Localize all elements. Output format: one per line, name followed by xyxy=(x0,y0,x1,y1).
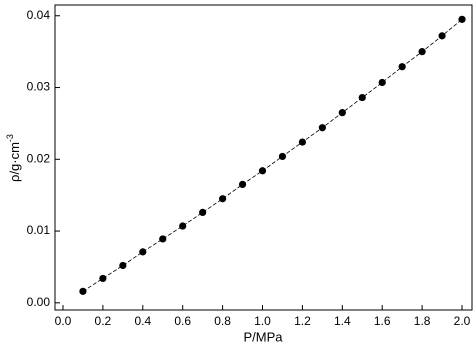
x-tick-label: 0.6 xyxy=(174,314,191,328)
fit-line xyxy=(82,19,463,292)
y-axis-title: ρ/g·cm-3 xyxy=(5,134,22,182)
y-tick-label: 0.04 xyxy=(27,8,51,22)
data-point xyxy=(358,93,366,102)
data-point xyxy=(199,208,207,216)
data-point xyxy=(278,152,287,161)
data-point xyxy=(318,124,326,132)
y-axis-title-main: ρ/g·cm xyxy=(7,142,22,182)
plot-frame xyxy=(54,4,473,311)
data-point xyxy=(338,109,346,117)
x-tick-label: 0.2 xyxy=(95,314,112,328)
data-point xyxy=(458,15,466,23)
data-point xyxy=(258,167,267,175)
data-point xyxy=(79,287,87,295)
y-tick-label: 0.02 xyxy=(27,151,51,165)
x-tick-label: 0.4 xyxy=(134,314,151,328)
data-point xyxy=(139,248,147,256)
x-axis-title: P/MPa xyxy=(243,329,283,344)
data-point xyxy=(179,222,187,230)
data-point xyxy=(119,261,127,270)
data-point xyxy=(159,235,167,243)
data-point xyxy=(298,138,307,146)
y-tick-label: 0.03 xyxy=(27,80,51,94)
y-axis-title-sup: -3 xyxy=(5,134,15,142)
data-point xyxy=(99,274,107,283)
x-tick-label: 1.0 xyxy=(254,314,271,328)
data-point xyxy=(438,32,446,40)
data-point xyxy=(378,78,386,87)
x-tick-label: 1.4 xyxy=(334,314,351,328)
data-point xyxy=(398,63,406,71)
x-tick-label: 1.6 xyxy=(374,314,391,328)
x-tick-label: 1.2 xyxy=(294,314,311,328)
data-point xyxy=(218,195,227,203)
x-tick-label: 2.0 xyxy=(454,314,471,328)
y-tick-label: 0.00 xyxy=(27,295,51,309)
data-point xyxy=(238,180,247,189)
x-tick-label: 0.0 xyxy=(55,314,72,328)
x-tick-label: 0.8 xyxy=(214,314,231,328)
x-tick-label: 1.8 xyxy=(414,314,431,328)
y-tick-label: 0.01 xyxy=(27,223,51,237)
data-point xyxy=(418,48,426,56)
